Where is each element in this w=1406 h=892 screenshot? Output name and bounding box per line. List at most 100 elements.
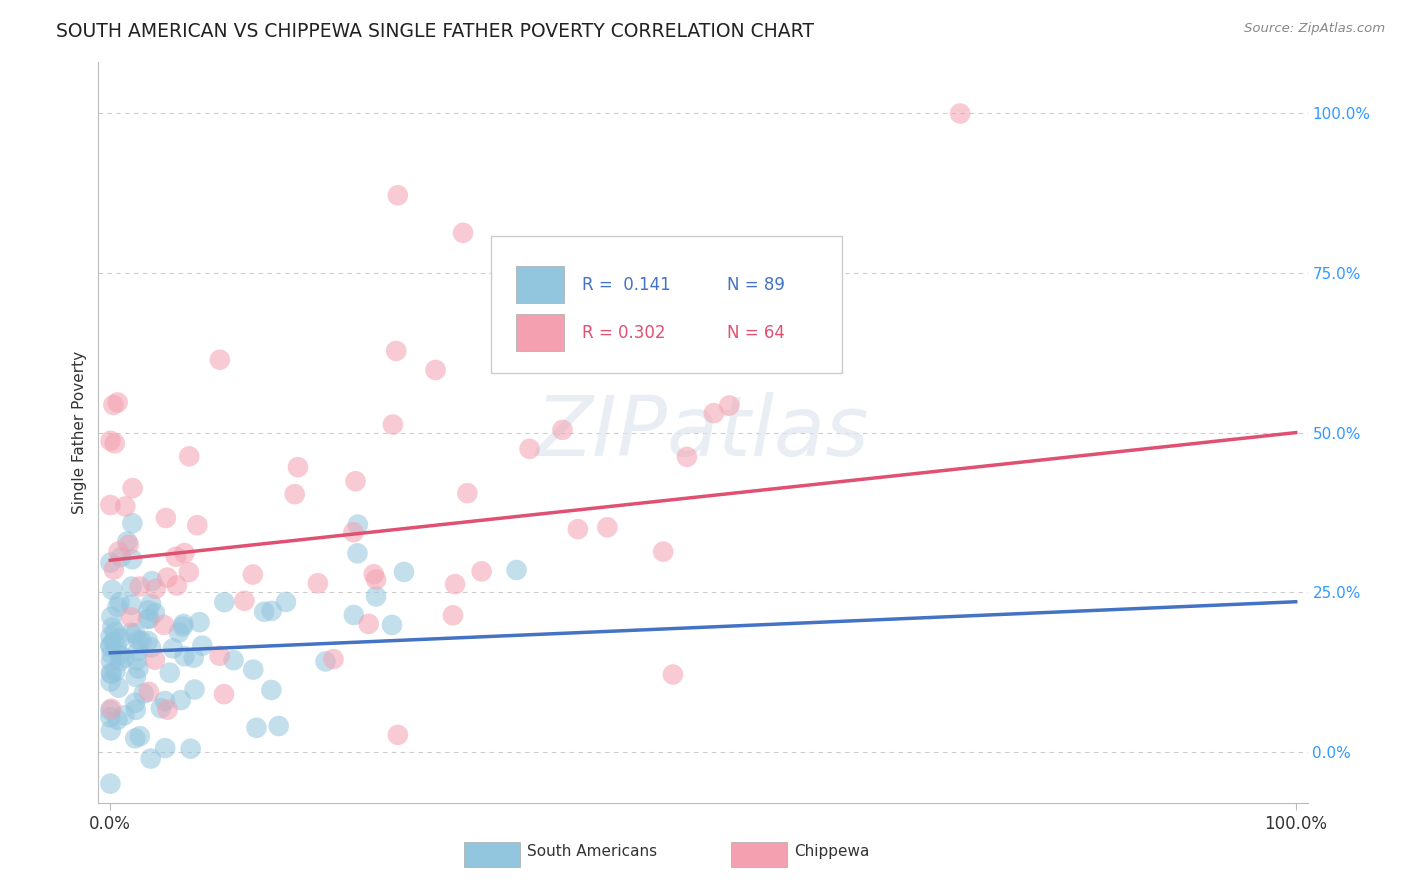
Point [173, 649, 195, 664]
Text: Source: ZipAtlas.com: Source: ZipAtlas.com [1244, 22, 1385, 36]
Point [381, 618, 404, 632]
Point [949, 106, 972, 120]
Point [120, 598, 142, 612]
Point [156, 703, 179, 717]
Point [212, 687, 235, 701]
Text: ZIPatlas: ZIPatlas [536, 392, 870, 473]
Point [284, 487, 307, 501]
Point [107, 713, 129, 727]
Point [105, 639, 128, 653]
Point [153, 618, 176, 632]
Point [170, 693, 193, 707]
Point [120, 610, 142, 624]
Point [117, 534, 139, 549]
Point [253, 605, 276, 619]
Point [703, 406, 725, 420]
Text: SOUTH AMERICAN VS CHIPPEWA SINGLE FATHER POVERTY CORRELATION CHART: SOUTH AMERICAN VS CHIPPEWA SINGLE FATHER… [56, 22, 814, 41]
Point [100, 654, 122, 668]
Point [155, 511, 177, 525]
Point [214, 595, 236, 609]
Bar [516, 314, 564, 351]
Point [104, 436, 127, 450]
Point [121, 516, 143, 531]
Point [98, 710, 121, 724]
Point [127, 633, 149, 648]
Point [100, 665, 122, 680]
Point [322, 652, 344, 666]
Point [107, 395, 129, 409]
Point [125, 703, 148, 717]
Point [100, 640, 122, 654]
Point [343, 607, 366, 622]
Point [121, 580, 143, 594]
Text: South Americans: South Americans [527, 845, 658, 859]
Point [307, 576, 329, 591]
Point [124, 696, 146, 710]
Point [138, 685, 160, 699]
Point [208, 648, 231, 663]
Point [392, 565, 415, 579]
Point [267, 719, 290, 733]
Point [98, 703, 121, 717]
Point [683, 354, 706, 368]
Point [127, 644, 149, 658]
Point [98, 638, 121, 652]
Point [100, 629, 122, 643]
Point [364, 573, 387, 587]
Point [357, 616, 380, 631]
Text: N = 64: N = 64 [727, 324, 785, 342]
Point [128, 662, 150, 676]
Point [222, 653, 245, 667]
Point [101, 620, 124, 634]
Point [143, 606, 166, 620]
Point [153, 741, 176, 756]
Point [505, 563, 527, 577]
Point [149, 701, 172, 715]
Text: R = 0.302: R = 0.302 [582, 324, 665, 342]
Point [100, 701, 122, 715]
Point [387, 188, 409, 202]
Point [103, 398, 125, 412]
Point [804, 253, 827, 268]
Point [451, 226, 474, 240]
Point [100, 674, 122, 689]
Point [233, 593, 256, 607]
Point [444, 577, 467, 591]
Point [138, 603, 160, 617]
Point [100, 723, 122, 738]
Point [101, 582, 124, 597]
Point [121, 481, 143, 495]
Point [173, 546, 195, 560]
Point [125, 670, 148, 684]
Point [153, 694, 176, 708]
Point [342, 525, 364, 540]
Point [191, 639, 214, 653]
Point [260, 604, 283, 618]
Point [315, 655, 337, 669]
Point [567, 522, 589, 536]
Point [166, 578, 188, 592]
Point [110, 550, 132, 565]
Point [245, 721, 267, 735]
Point [110, 631, 132, 645]
Point [652, 544, 675, 558]
Text: Chippewa: Chippewa [794, 845, 870, 859]
Point [242, 567, 264, 582]
Point [131, 634, 153, 648]
Point [120, 625, 142, 640]
Point [108, 648, 131, 662]
Point [387, 728, 409, 742]
Point [128, 729, 150, 743]
Point [162, 641, 184, 656]
Point [180, 741, 202, 756]
Point [385, 343, 408, 358]
Point [183, 650, 205, 665]
Point [676, 450, 699, 464]
Point [596, 520, 619, 534]
Point [107, 544, 129, 558]
Point [578, 282, 600, 296]
Point [167, 625, 190, 640]
Point [100, 777, 122, 791]
Point [179, 450, 201, 464]
Point [103, 634, 125, 648]
